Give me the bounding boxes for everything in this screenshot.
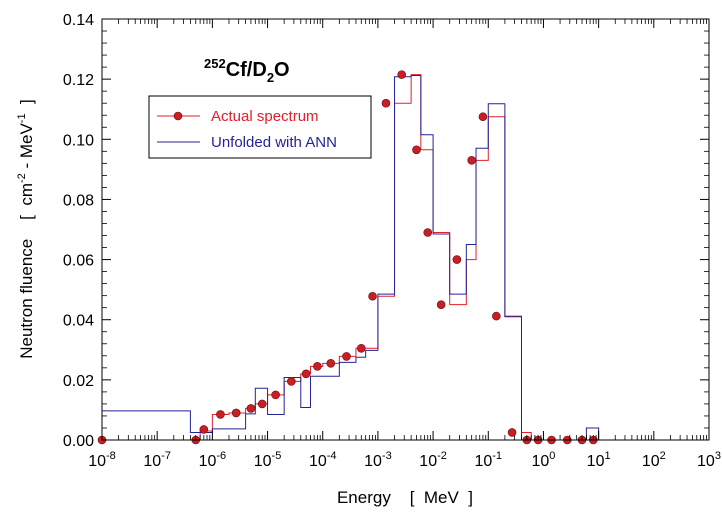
x-tick-exp: -7 [161,450,171,462]
data-point [507,428,517,437]
y-tick-label: 0.14 [63,12,94,29]
data-point [216,410,225,419]
x-tick-exp: -3 [382,450,392,462]
chart-annotation: 252Cf/D2O [204,56,290,85]
x-tick-base: 10 [531,453,549,470]
annotation-tail: O [274,59,290,81]
markers-layer [97,70,598,445]
data-point [326,359,336,368]
x-tick-base: 10 [364,453,382,470]
series-line-unfolded [102,75,671,440]
data-point [452,255,462,264]
x-tick-exp: -4 [327,450,337,462]
x-tick-exp: 2 [660,450,666,462]
y-tick-label: 0.00 [63,433,94,450]
y-tick-label: 0.08 [63,192,94,209]
x-tick-base: 10 [254,453,272,470]
data-point [231,408,241,418]
y-axis-label-end: ] [17,99,36,113]
x-tick-base: 10 [419,453,437,470]
plot-frame [101,18,710,441]
x-tick-label: 100 [531,450,555,470]
y-axis-label-sup1: -2 [16,173,28,183]
x-tick-label: 10-5 [254,450,282,470]
data-point [492,311,501,321]
data-point [199,425,209,434]
data-point [287,377,296,386]
y-axis-label-mid: - MeV [17,123,36,174]
data-point [478,112,488,122]
x-tick-label: 102 [642,450,666,470]
y-tick-label: 0.12 [63,72,94,89]
legend-marker-actual [173,111,183,121]
data-point [246,404,256,413]
x-tick-exp: -5 [272,450,282,462]
x-tick-base: 10 [143,453,161,470]
x-tick-base: 10 [199,453,217,470]
x-tick-exp: 0 [549,450,555,462]
annotation-superscript: 252 [204,56,226,71]
data-point [313,362,322,371]
x-tick-label: 10-3 [364,450,392,470]
legend-label-actual: Actual spectrum [211,108,319,125]
x-tick-base: 10 [587,453,605,470]
data-point [342,352,351,361]
ticks-layer [101,18,710,441]
legend-box [148,95,372,159]
x-tick-label: 10-2 [419,450,447,470]
y-axis-label-main: Neutron fluence [ cm [17,183,36,359]
data-point [257,399,267,409]
data-point [301,369,311,379]
x-tick-label: 103 [697,450,721,470]
x-tick-label: 10-4 [309,450,337,470]
x-tick-label: 10-6 [199,450,227,470]
x-tick-base: 10 [697,453,715,470]
data-point [368,291,377,301]
annotation-subscript: 2 [267,70,274,85]
y-tick-label: 0.06 [63,253,94,270]
y-tick-label: 0.02 [63,373,94,390]
x-tick-exp: -8 [106,450,116,462]
data-point [436,300,446,309]
legend-label-unfolded: Unfolded with ANN [211,134,337,151]
x-tick-base: 10 [88,453,106,470]
x-tick-exp: 3 [715,450,721,462]
labels-layer: 10-8 10-7 10-6 10-5 10-4 10-3 10-2 10-1 100 101 10… [63,12,721,470]
data-point [397,70,407,79]
x-tick-exp: -1 [492,450,502,462]
y-axis-label: Neutron fluence [ cm-2 - MeV-1 ] [16,99,36,359]
x-tick-base: 10 [474,453,492,470]
x-tick-base: 10 [642,453,660,470]
x-tick-label: 10-1 [474,450,502,470]
x-tick-label: 10-7 [143,450,171,470]
data-point [381,98,391,108]
x-tick-exp: 1 [604,450,610,462]
data-point [412,145,421,155]
x-tick-base: 10 [309,453,327,470]
y-axis-label-sup2: -1 [16,113,28,123]
x-tick-label: 101 [587,450,611,470]
y-tick-label: 0.10 [63,132,94,149]
data-point [271,390,280,400]
data-point [356,343,366,353]
series-layer [102,74,671,440]
data-point [467,156,476,165]
x-tick-exp: -6 [216,450,226,462]
legend: Actual spectrum Unfolded with ANN [148,95,372,159]
x-tick-exp: -2 [437,450,447,462]
data-point [423,228,433,237]
y-tick-label: 0.04 [63,313,94,330]
x-axis-label: Energy [ MeV ] [337,488,473,507]
x-tick-label: 10-8 [88,450,116,470]
annotation-main: Cf/D [226,59,267,81]
